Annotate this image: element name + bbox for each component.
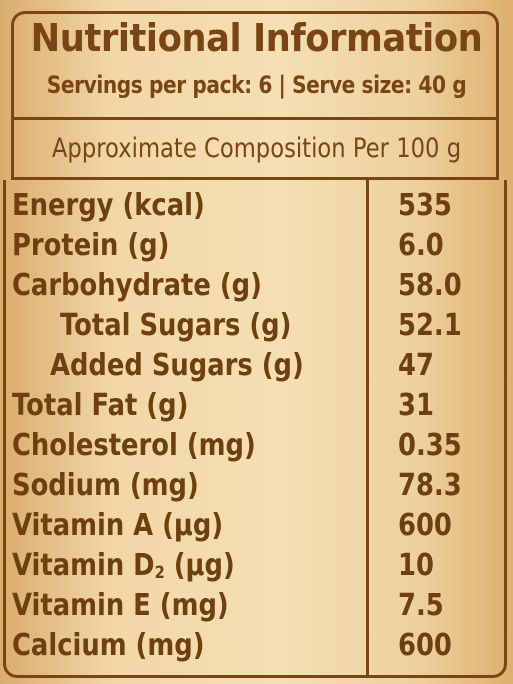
nutrient-value: 6.0 (398, 228, 444, 263)
nutrient-value: 535 (398, 188, 452, 223)
nutrient-row-total-sugars: Total Sugars (g) 52.1 (0, 306, 513, 346)
nutrient-row-calcium: Calcium (mg) 600 (0, 626, 513, 666)
nutrient-name: Total Fat (g) (12, 388, 189, 423)
nutrient-row-added-sugars: Added Sugars (g) 47 (0, 346, 513, 386)
nutrient-row-vitamin-a: Vitamin A (µg) 600 (0, 506, 513, 546)
nutrient-value: 78.3 (398, 468, 462, 503)
nutrient-name: Vitamin E (mg) (12, 588, 229, 623)
nutrient-name: Sodium (mg) (12, 468, 199, 503)
servings-info: Servings per pack: 6 | Serve size: 40 g (46, 71, 467, 99)
composition-header-box (11, 120, 499, 177)
nutrient-name-subscript: 2 (154, 563, 165, 583)
nutrient-row-energy: Energy (kcal) 535 (0, 186, 513, 226)
nutrient-name: Energy (kcal) (12, 188, 205, 223)
nutrient-name: Vitamin D2 (µg) (12, 546, 235, 593)
nutrient-rows: Energy (kcal) 535 Protein (g) 6.0 Carboh… (0, 186, 513, 666)
nutrient-row-total-fat: Total Fat (g) 31 (0, 386, 513, 426)
nutrient-value: 52.1 (398, 308, 462, 343)
label-title: Nutritional Information (30, 16, 483, 60)
nutrient-value: 10 (398, 548, 434, 583)
nutrient-row-protein: Protein (g) 6.0 (0, 226, 513, 266)
nutrient-value: 600 (398, 508, 452, 543)
nutrient-name: Vitamin A (µg) (12, 508, 224, 543)
nutrient-row-vitamin-e: Vitamin E (mg) 7.5 (0, 586, 513, 626)
nutrient-name-suffix: (µg) (164, 548, 235, 583)
nutrient-name: Protein (g) (12, 228, 170, 263)
nutrient-value: 58.0 (398, 268, 462, 303)
divider-top (11, 117, 499, 120)
divider-middle (11, 177, 499, 180)
nutrient-value: 47 (398, 348, 434, 383)
nutrient-name: Total Sugars (g) (60, 308, 292, 343)
nutrient-value: 600 (398, 628, 452, 663)
nutrient-name: Carbohydrate (g) (12, 268, 262, 303)
composition-header: Approximate Composition Per 100 g (51, 133, 462, 164)
column-divider (366, 180, 369, 675)
nutrient-row-vitamin-d2: Vitamin D2 (µg) 10 (0, 546, 513, 586)
nutrient-name: Cholesterol (mg) (12, 428, 256, 463)
nutrient-row-sodium: Sodium (mg) 78.3 (0, 466, 513, 506)
nutrient-name: Added Sugars (g) (50, 348, 304, 383)
nutrient-name-prefix: Vitamin D (12, 548, 155, 583)
nutrient-table (3, 180, 507, 678)
header-box (11, 11, 499, 117)
nutrient-row-cholesterol: Cholesterol (mg) 0.35 (0, 426, 513, 466)
nutrient-value: 7.5 (398, 588, 444, 623)
nutrient-row-carbohydrate: Carbohydrate (g) 58.0 (0, 266, 513, 306)
nutrient-value: 0.35 (398, 428, 462, 463)
nutrient-value: 31 (398, 388, 434, 423)
nutrient-name: Calcium (mg) (12, 628, 205, 663)
